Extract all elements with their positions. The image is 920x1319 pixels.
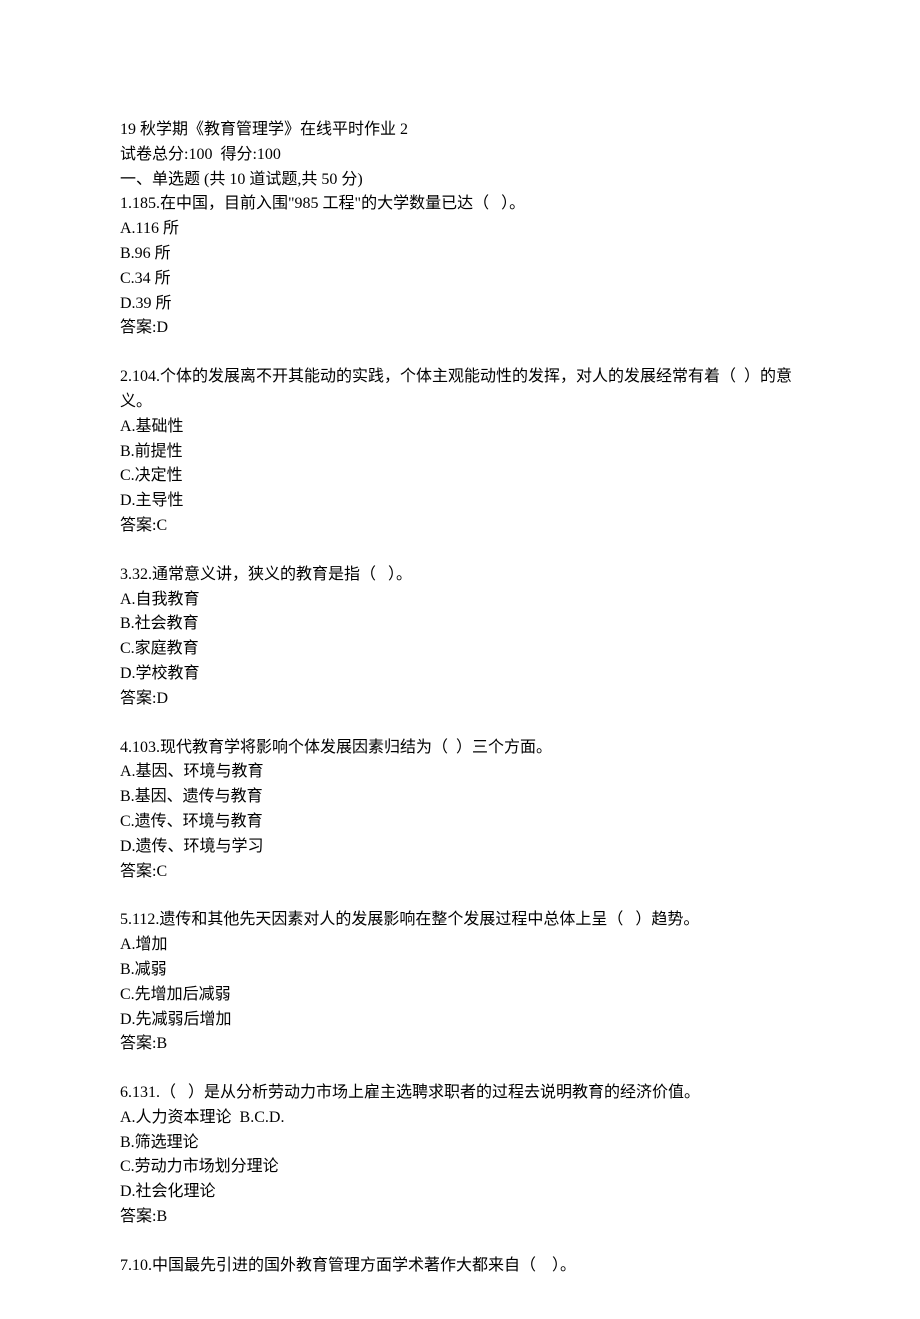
- score-line: 试卷总分:100 得分:100: [120, 143, 800, 168]
- question-option: B.基因、遗传与教育: [120, 785, 800, 810]
- question-answer: 答案:B: [120, 1205, 800, 1230]
- section-header: 一、单选题 (共 10 道试题,共 50 分): [120, 168, 800, 193]
- question-stem: 3.32.通常意义讲，狭义的教育是指（ ）。: [120, 563, 800, 588]
- question-option: C.家庭教育: [120, 637, 800, 662]
- question-option: C.劳动力市场划分理论: [120, 1155, 800, 1180]
- question-option: B.社会教育: [120, 612, 800, 637]
- question-option: D.遗传、环境与学习: [120, 835, 800, 860]
- question-2: 2.104.个体的发展离不开其能动的实践，个体主观能动性的发挥，对人的发展经常有…: [120, 365, 800, 539]
- question-option: A.基础性: [120, 415, 800, 440]
- question-option: A.基因、环境与教育: [120, 760, 800, 785]
- question-answer: 答案:C: [120, 514, 800, 539]
- question-5: 5.112.遗传和其他先天因素对人的发展影响在整个发展过程中总体上呈（ ）趋势。…: [120, 908, 800, 1057]
- question-option: D.主导性: [120, 489, 800, 514]
- doc-title: 19 秋学期《教育管理学》在线平时作业 2: [120, 118, 800, 143]
- question-option: C.决定性: [120, 464, 800, 489]
- question-answer: 答案:D: [120, 316, 800, 341]
- question-option: C.遗传、环境与教育: [120, 810, 800, 835]
- question-option: A.人力资本理论 B.C.D.: [120, 1106, 800, 1131]
- question-option: B.前提性: [120, 440, 800, 465]
- question-option: D.先减弱后增加: [120, 1008, 800, 1033]
- question-option: A.自我教育: [120, 588, 800, 613]
- question-option: D.39 所: [120, 292, 800, 317]
- question-option: B.筛选理论: [120, 1131, 800, 1156]
- question-stem: 7.10.中国最先引进的国外教育管理方面学术著作大都来自（ ）。: [120, 1254, 800, 1279]
- question-option: D.社会化理论: [120, 1180, 800, 1205]
- question-option: C.先增加后减弱: [120, 983, 800, 1008]
- question-7: 7.10.中国最先引进的国外教育管理方面学术著作大都来自（ ）。: [120, 1254, 800, 1279]
- question-option: D.学校教育: [120, 662, 800, 687]
- question-4: 4.103.现代教育学将影响个体发展因素归结为（ ）三个方面。 A.基因、环境与…: [120, 736, 800, 885]
- question-option: A.116 所: [120, 217, 800, 242]
- question-answer: 答案:D: [120, 687, 800, 712]
- question-stem: 6.131.（ ）是从分析劳动力市场上雇主选聘求职者的过程去说明教育的经济价值。: [120, 1081, 800, 1106]
- question-option: C.34 所: [120, 267, 800, 292]
- question-option: A.增加: [120, 933, 800, 958]
- question-answer: 答案:B: [120, 1032, 800, 1057]
- question-option: B.减弱: [120, 958, 800, 983]
- question-stem: 4.103.现代教育学将影响个体发展因素归结为（ ）三个方面。: [120, 736, 800, 761]
- question-answer: 答案:C: [120, 860, 800, 885]
- question-stem: 5.112.遗传和其他先天因素对人的发展影响在整个发展过程中总体上呈（ ）趋势。: [120, 908, 800, 933]
- question-option: B.96 所: [120, 242, 800, 267]
- question-stem: 2.104.个体的发展离不开其能动的实践，个体主观能动性的发挥，对人的发展经常有…: [120, 365, 800, 415]
- question-1: 1.185.在中国，目前入围"985 工程"的大学数量已达（ ）。 A.116 …: [120, 192, 800, 341]
- document-body: 19 秋学期《教育管理学》在线平时作业 2 试卷总分:100 得分:100 一、…: [120, 118, 800, 1279]
- question-3: 3.32.通常意义讲，狭义的教育是指（ ）。 A.自我教育 B.社会教育 C.家…: [120, 563, 800, 712]
- question-6: 6.131.（ ）是从分析劳动力市场上雇主选聘求职者的过程去说明教育的经济价值。…: [120, 1081, 800, 1230]
- question-stem: 1.185.在中国，目前入围"985 工程"的大学数量已达（ ）。: [120, 192, 800, 217]
